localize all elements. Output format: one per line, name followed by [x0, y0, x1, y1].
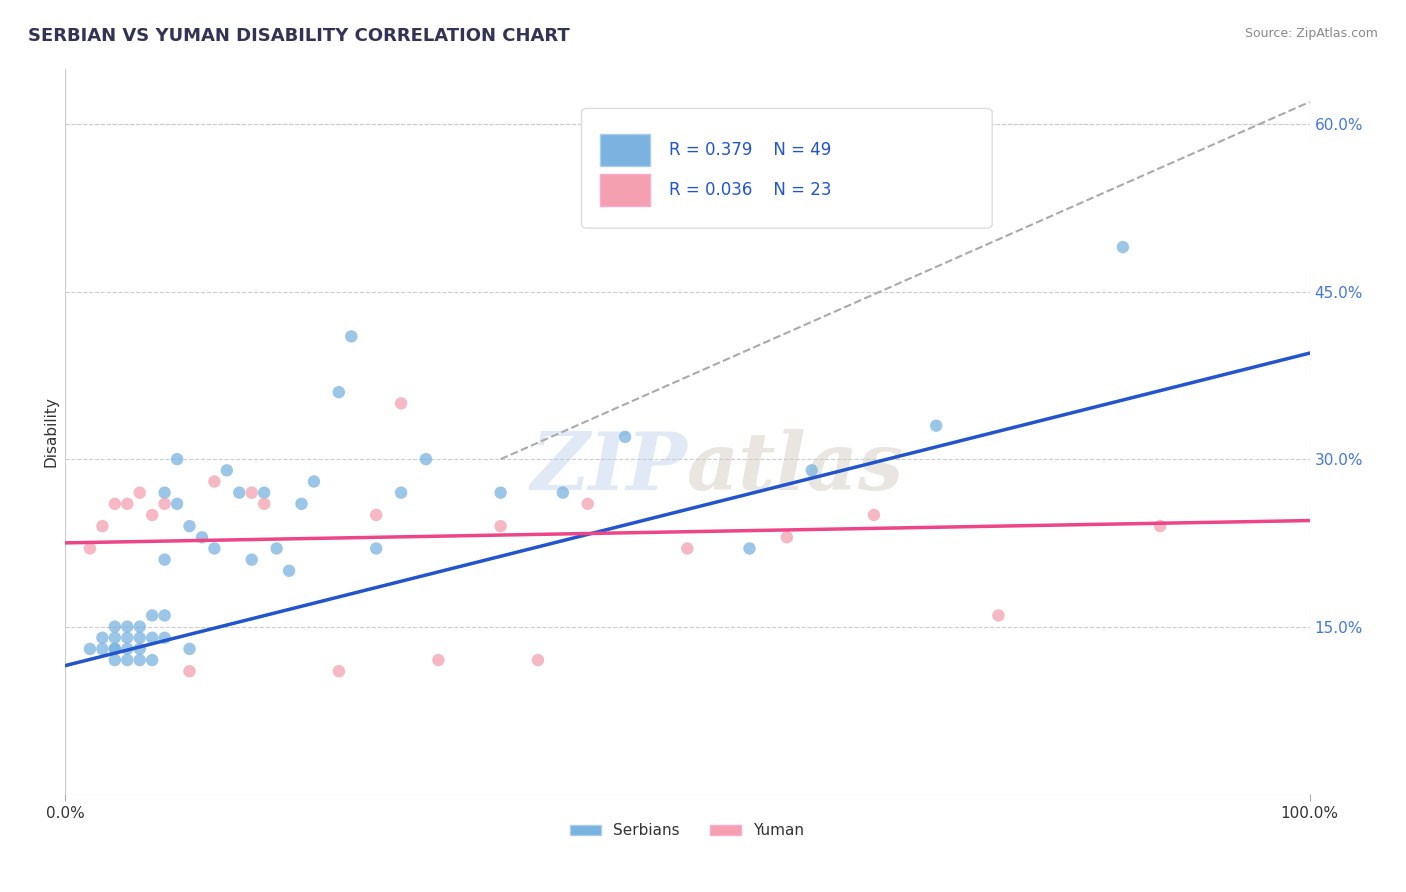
Point: [253, 485, 276, 500]
Point: [104, 641, 127, 656]
Y-axis label: Disability: Disability: [44, 396, 58, 467]
Point: [614, 430, 637, 444]
Point: [278, 564, 301, 578]
Point: [987, 608, 1010, 623]
Point: [302, 475, 325, 489]
Point: [1149, 519, 1171, 533]
Point: [389, 396, 412, 410]
Legend: Serbians, Yuman: Serbians, Yuman: [564, 817, 810, 845]
Point: [91, 641, 114, 656]
Point: [104, 619, 127, 633]
Text: atlas: atlas: [688, 429, 904, 507]
Point: [253, 497, 276, 511]
Point: [141, 508, 163, 522]
Point: [366, 508, 388, 522]
Point: [202, 475, 225, 489]
Point: [153, 485, 176, 500]
Point: [328, 665, 350, 679]
Point: [153, 497, 176, 511]
Point: [738, 541, 761, 556]
Point: [527, 653, 550, 667]
Bar: [600, 134, 650, 167]
FancyBboxPatch shape: [582, 109, 993, 228]
Point: [290, 497, 312, 511]
Point: [166, 452, 188, 467]
Point: [266, 541, 288, 556]
Point: [576, 497, 599, 511]
Point: [117, 631, 139, 645]
Point: [128, 619, 150, 633]
Point: [104, 497, 127, 511]
Point: [240, 485, 263, 500]
Point: [117, 497, 139, 511]
Point: [117, 641, 139, 656]
Point: [141, 653, 163, 667]
Point: [166, 497, 188, 511]
Point: [153, 608, 176, 623]
Point: [79, 641, 101, 656]
Point: [179, 519, 201, 533]
Point: [366, 541, 388, 556]
Text: Source: ZipAtlas.com: Source: ZipAtlas.com: [1244, 27, 1378, 40]
Point: [117, 619, 139, 633]
Point: [141, 608, 163, 623]
Point: [128, 641, 150, 656]
Point: [117, 653, 139, 667]
Point: [104, 653, 127, 667]
Point: [1112, 240, 1135, 254]
Point: [104, 641, 127, 656]
Point: [179, 641, 201, 656]
Point: [179, 665, 201, 679]
Point: [128, 631, 150, 645]
Point: [153, 631, 176, 645]
Point: [191, 530, 214, 544]
Point: [128, 485, 150, 500]
Point: [676, 541, 699, 556]
Point: [240, 552, 263, 566]
Point: [340, 329, 363, 343]
Point: [153, 552, 176, 566]
Point: [91, 631, 114, 645]
Point: [427, 653, 450, 667]
Point: [389, 485, 412, 500]
Point: [776, 530, 799, 544]
Bar: [600, 174, 650, 206]
Point: [551, 485, 574, 500]
Text: SERBIAN VS YUMAN DISABILITY CORRELATION CHART: SERBIAN VS YUMAN DISABILITY CORRELATION …: [28, 27, 569, 45]
Point: [328, 385, 350, 400]
Point: [91, 519, 114, 533]
Point: [104, 631, 127, 645]
Point: [202, 541, 225, 556]
Point: [141, 631, 163, 645]
Point: [415, 452, 437, 467]
Text: R = 0.036    N = 23: R = 0.036 N = 23: [669, 181, 831, 199]
Point: [215, 463, 238, 477]
Point: [489, 485, 512, 500]
Point: [925, 418, 948, 433]
Point: [489, 519, 512, 533]
Point: [79, 541, 101, 556]
Point: [863, 508, 886, 522]
Point: [800, 463, 823, 477]
Point: [128, 653, 150, 667]
Text: R = 0.379    N = 49: R = 0.379 N = 49: [669, 141, 831, 159]
Text: ZIP: ZIP: [530, 429, 688, 507]
Point: [228, 485, 250, 500]
